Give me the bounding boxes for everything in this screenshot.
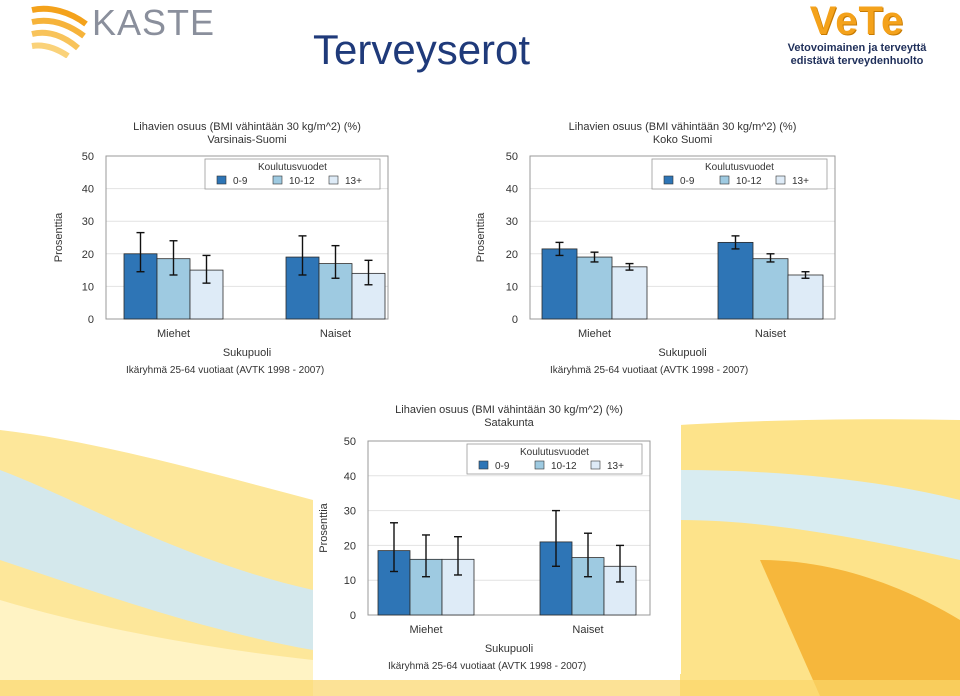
y-tick-label: 0 bbox=[88, 314, 94, 326]
chart-satakunta: Lihavien osuus (BMI vähintään 30 kg/m^2)… bbox=[318, 404, 651, 672]
y-tick-label: 20 bbox=[344, 540, 356, 552]
plot-frame bbox=[367, 440, 651, 616]
chart-subtitle: Koko Suomi bbox=[653, 134, 712, 146]
bar-naiset-10-12 bbox=[752, 258, 789, 320]
legend-swatch-10-12 bbox=[534, 460, 545, 470]
y-tick-label: 0 bbox=[512, 314, 518, 326]
y-tick-label: 50 bbox=[82, 151, 94, 163]
legend-swatch-10-12 bbox=[272, 175, 283, 185]
legend-label: 0-9 bbox=[495, 461, 510, 472]
legend-label: 0-9 bbox=[680, 176, 695, 187]
y-tick-label: 10 bbox=[82, 281, 94, 293]
x-tick-label: Miehet bbox=[409, 624, 442, 636]
chart-footnote: Ikäryhmä 25-64 vuotiaat (AVTK 1998 - 200… bbox=[126, 365, 324, 376]
x-axis-label: Sukupuoli bbox=[485, 643, 533, 655]
chart-panel-varsinais-suomi: Lihavien osuus (BMI vähintään 30 kg/m^2)… bbox=[48, 110, 420, 378]
vete-logo: VeTe bbox=[809, 0, 905, 43]
x-tick-label: Miehet bbox=[157, 328, 190, 340]
chart-subtitle: Varsinais-Suomi bbox=[207, 134, 286, 146]
wave-blue-right bbox=[680, 470, 960, 560]
legend-label: 10-12 bbox=[289, 176, 315, 187]
wave-yellow-left-low bbox=[0, 600, 313, 696]
y-tick-label: 30 bbox=[506, 216, 518, 228]
y-tick-label: 30 bbox=[82, 216, 94, 228]
legend-swatch-0-9 bbox=[478, 460, 489, 470]
legend-label: 10-12 bbox=[736, 176, 762, 187]
vete-logo-block: VeTe Vetovoimainen ja terveyttä edistävä… bbox=[772, 0, 942, 68]
y-tick-label: 20 bbox=[82, 249, 94, 261]
plot-frame bbox=[105, 155, 389, 320]
chart-subtitle: Satakunta bbox=[484, 417, 534, 429]
y-axis-label: Prosenttia bbox=[475, 212, 487, 262]
legend-swatch-13+ bbox=[328, 175, 339, 185]
legend-swatch-0-9 bbox=[216, 175, 227, 185]
x-tick-label: Naiset bbox=[320, 328, 351, 340]
legend-box bbox=[204, 158, 381, 190]
y-tick-label: 40 bbox=[82, 184, 94, 196]
sun-rays-icon bbox=[31, 5, 88, 58]
bar-naiset-13+ bbox=[787, 274, 824, 320]
legend-label: 13+ bbox=[792, 176, 809, 187]
x-tick-label: Naiset bbox=[572, 624, 603, 636]
chart-footnote: Ikäryhmä 25-64 vuotiaat (AVTK 1998 - 200… bbox=[388, 661, 586, 672]
x-tick-label: Naiset bbox=[755, 328, 786, 340]
legend-label: 0-9 bbox=[233, 176, 248, 187]
y-tick-label: 20 bbox=[506, 249, 518, 261]
vete-tagline-1: Vetovoimainen ja terveyttä bbox=[787, 42, 927, 54]
legend-title: Koulutusvuodet bbox=[258, 162, 327, 173]
legend-swatch-13+ bbox=[590, 460, 601, 470]
y-tick-label: 50 bbox=[344, 436, 356, 448]
x-axis-label: Sukupuoli bbox=[223, 347, 271, 359]
bar-miehet-0-9 bbox=[541, 248, 578, 320]
wave-blue-left bbox=[0, 470, 313, 650]
y-axis-label: Prosenttia bbox=[53, 212, 65, 262]
bar-naiset-0-9 bbox=[539, 541, 573, 616]
chart-panel-satakunta: Lihavien osuus (BMI vähintään 30 kg/m^2)… bbox=[313, 393, 681, 674]
kaste-logo-text: KASTE bbox=[92, 2, 216, 43]
chart-title: Lihavien osuus (BMI vähintään 30 kg/m^2)… bbox=[569, 121, 797, 133]
y-tick-label: 50 bbox=[506, 151, 518, 163]
chart-koko-suomi: Lihavien osuus (BMI vähintään 30 kg/m^2)… bbox=[475, 121, 836, 376]
bar-miehet-13+ bbox=[611, 266, 648, 320]
chart-varsinais-suomi: Lihavien osuus (BMI vähintään 30 kg/m^2)… bbox=[53, 121, 389, 376]
page-title: Terveyserot bbox=[313, 26, 531, 73]
kaste-logo: KASTE bbox=[30, 2, 220, 58]
legend-label: 13+ bbox=[607, 461, 624, 472]
bar-miehet-10-12 bbox=[576, 256, 613, 320]
wave-yellow-bottom bbox=[0, 680, 960, 696]
legend-swatch-13+ bbox=[775, 175, 786, 185]
legend-title: Koulutusvuodet bbox=[705, 162, 774, 173]
y-tick-label: 40 bbox=[344, 471, 356, 483]
y-tick-label: 30 bbox=[344, 506, 356, 518]
legend-title: Koulutusvuodet bbox=[520, 447, 589, 458]
x-tick-label: Miehet bbox=[578, 328, 611, 340]
x-axis-label: Sukupuoli bbox=[658, 347, 706, 359]
chart-title: Lihavien osuus (BMI vähintään 30 kg/m^2)… bbox=[133, 121, 361, 133]
chart-title: Lihavien osuus (BMI vähintään 30 kg/m^2)… bbox=[395, 404, 623, 416]
legend-box bbox=[466, 443, 643, 475]
y-tick-label: 40 bbox=[506, 184, 518, 196]
legend-label: 10-12 bbox=[551, 461, 577, 472]
y-tick-label: 0 bbox=[350, 610, 356, 622]
chart-panel-koko-suomi: Lihavien osuus (BMI vähintään 30 kg/m^2)… bbox=[470, 110, 870, 378]
legend-label: 13+ bbox=[345, 176, 362, 187]
y-tick-label: 10 bbox=[506, 281, 518, 293]
chart-footnote: Ikäryhmä 25-64 vuotiaat (AVTK 1998 - 200… bbox=[550, 365, 748, 376]
legend-swatch-0-9 bbox=[663, 175, 674, 185]
bar-naiset-0-9 bbox=[717, 241, 754, 320]
y-tick-label: 10 bbox=[344, 575, 356, 587]
y-axis-label: Prosenttia bbox=[318, 502, 330, 552]
wave-orange-right bbox=[760, 560, 960, 696]
legend-swatch-10-12 bbox=[719, 175, 730, 185]
plot-frame bbox=[529, 155, 836, 320]
vete-tagline-2: edistävä terveydenhuolto bbox=[790, 55, 924, 67]
legend-box bbox=[651, 158, 828, 190]
